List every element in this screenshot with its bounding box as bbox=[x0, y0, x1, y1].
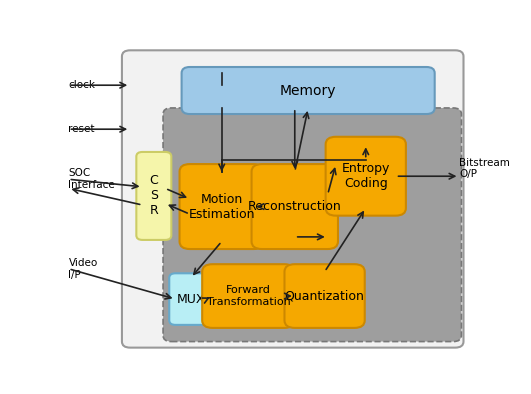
FancyBboxPatch shape bbox=[326, 137, 406, 216]
FancyBboxPatch shape bbox=[136, 152, 172, 240]
Text: SOC
Interface: SOC Interface bbox=[68, 169, 115, 190]
Text: Entropy
Coding: Entropy Coding bbox=[341, 162, 390, 190]
FancyBboxPatch shape bbox=[169, 273, 212, 325]
Text: Reconstruction: Reconstruction bbox=[248, 200, 341, 213]
FancyBboxPatch shape bbox=[285, 264, 365, 328]
Text: Quantization: Quantization bbox=[285, 290, 365, 303]
FancyBboxPatch shape bbox=[182, 67, 435, 114]
Text: Motion
Estimation: Motion Estimation bbox=[189, 193, 255, 221]
Text: Video
I/P: Video I/P bbox=[68, 258, 98, 280]
Text: Bitstream
O/P: Bitstream O/P bbox=[459, 158, 510, 179]
FancyBboxPatch shape bbox=[163, 108, 461, 342]
FancyBboxPatch shape bbox=[122, 50, 464, 348]
Text: reset: reset bbox=[68, 124, 95, 134]
Text: clock: clock bbox=[68, 80, 96, 90]
Text: Forward
Transformation: Forward Transformation bbox=[207, 285, 290, 307]
FancyBboxPatch shape bbox=[179, 164, 264, 249]
FancyBboxPatch shape bbox=[252, 164, 338, 249]
Text: MUX: MUX bbox=[177, 293, 205, 306]
Text: Memory: Memory bbox=[280, 84, 337, 97]
Text: C
S
R: C S R bbox=[149, 175, 158, 217]
FancyBboxPatch shape bbox=[202, 264, 295, 328]
